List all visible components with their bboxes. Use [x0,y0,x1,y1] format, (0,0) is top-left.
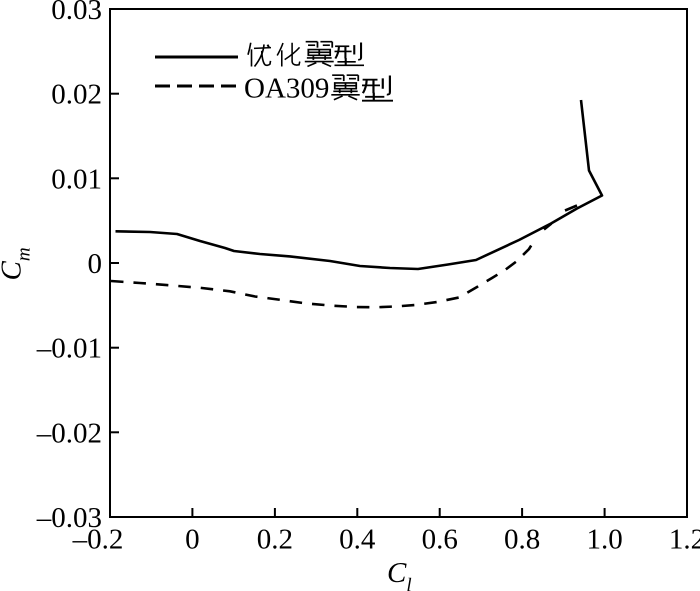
svg-text:–0.2: –0.2 [72,523,124,555]
svg-text:0.8: 0.8 [504,523,540,555]
svg-text:0.6: 0.6 [422,523,458,555]
svg-text:0.03: 0.03 [51,0,102,26]
svg-text:–0.03: –0.03 [36,502,102,534]
svg-text:0: 0 [185,523,200,555]
svg-text:0.2: 0.2 [257,523,293,555]
svg-text:OA309: OA309 [244,73,329,105]
svg-text:1.0: 1.0 [586,523,622,555]
svg-text:Cl: Cl [387,557,412,591]
svg-text:1.2: 1.2 [669,523,700,555]
svg-text:Cm: Cm [0,247,35,280]
svg-text:–0.01: –0.01 [36,333,102,365]
svg-text:0.02: 0.02 [51,79,102,111]
svg-text:0.01: 0.01 [51,163,102,195]
svg-text:0: 0 [88,248,103,280]
svg-text:0.4: 0.4 [339,523,376,555]
svg-text:–0.02: –0.02 [36,417,102,449]
